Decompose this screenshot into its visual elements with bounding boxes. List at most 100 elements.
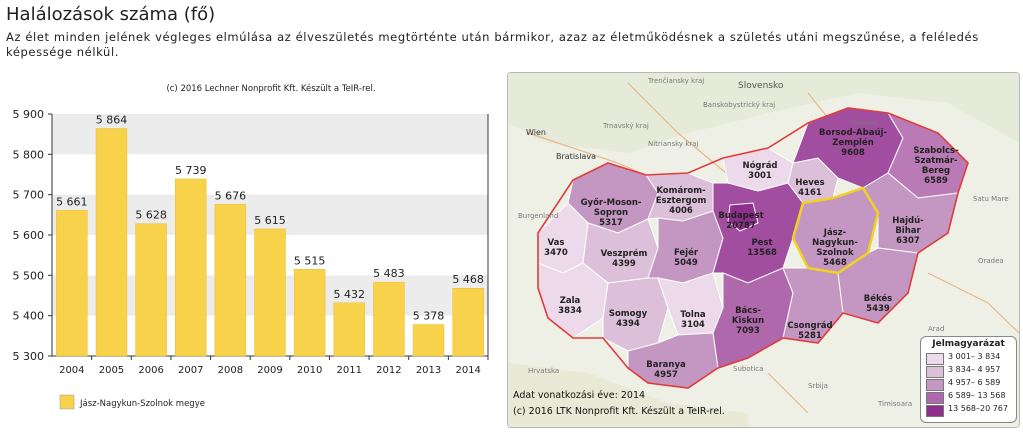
county-label: Somogy 4394 bbox=[609, 309, 648, 329]
x-tick-label: 2013 bbox=[416, 365, 441, 376]
map-data-year: Adat vonatkozási éve: 2014 bbox=[513, 390, 646, 401]
chart-legend[interactable]: Jász-Nagykun-Szolnok megye bbox=[59, 394, 205, 410]
county-label: Pest 13568 bbox=[747, 238, 777, 258]
map-credit: (c) 2016 LTK Nonprofit Kft. Készült a Te… bbox=[513, 406, 725, 417]
page-description: Az élet minden jelének végleges elmúlása… bbox=[6, 30, 979, 59]
map-legend-label: 4 957– 6 589 bbox=[948, 378, 1001, 387]
bar-value-label: 5 468 bbox=[452, 273, 484, 286]
x-tick-label: 2011 bbox=[337, 365, 362, 376]
x-tick-label: 2007 bbox=[178, 365, 203, 376]
bar[interactable] bbox=[412, 324, 445, 357]
county-label: Jász-Nagykun-Szolnok 5468 bbox=[812, 228, 858, 268]
bar[interactable] bbox=[373, 281, 405, 357]
place-label: Miskolc bbox=[853, 119, 879, 127]
legend-label: Jász-Nagykun-Szolnok megye bbox=[79, 399, 205, 409]
map-svg[interactable]: Slovensko Wien Bratislava Banskobystrick… bbox=[508, 73, 1019, 427]
county-label: Csongrád 5281 bbox=[787, 321, 832, 341]
bar[interactable] bbox=[135, 223, 167, 357]
bar[interactable] bbox=[293, 269, 326, 357]
x-tick-label: 2008 bbox=[218, 365, 243, 376]
county-label: Fejér 5049 bbox=[674, 247, 699, 268]
county-label: Békés 5439 bbox=[864, 293, 893, 314]
map-panel[interactable]: Slovensko Wien Bratislava Banskobystrick… bbox=[507, 72, 1020, 428]
y-tick-label: 5 900 bbox=[13, 108, 45, 121]
y-tick-label: 5 600 bbox=[13, 229, 45, 242]
map-legend-title: Jelmagyarázat bbox=[932, 339, 1005, 349]
place-label: Trenčiansky kraj bbox=[647, 77, 704, 85]
place-label: Timisoara bbox=[877, 400, 912, 408]
x-tick-label: 2004 bbox=[59, 365, 84, 376]
bar-value-label: 5 432 bbox=[334, 288, 366, 301]
county-label: Baranya 4957 bbox=[646, 360, 686, 380]
county-label: Budapest 20787 bbox=[718, 211, 763, 231]
bar-chart-svg: 5 300 5 400 5 500 5 600 5 700 5 800 5 900 5 66… bbox=[13, 83, 489, 410]
x-tick-label: 2006 bbox=[138, 365, 163, 376]
bar-value-label: 5 739 bbox=[175, 164, 207, 177]
bar[interactable] bbox=[95, 128, 128, 357]
county-label: Vas 3470 bbox=[544, 238, 568, 258]
slovakia-area bbox=[508, 73, 1019, 153]
y-tick-label: 5 500 bbox=[13, 269, 45, 282]
y-tick-label: 5 700 bbox=[13, 189, 45, 202]
map-legend-label: 3 834– 4 957 bbox=[948, 365, 1001, 374]
bar-value-label: 5 515 bbox=[294, 254, 326, 267]
bar-value-label: 5 483 bbox=[373, 267, 405, 280]
x-tick-label: 2012 bbox=[376, 365, 401, 376]
place-label: Srbija bbox=[808, 382, 828, 390]
place-label: Bratislava bbox=[556, 152, 596, 161]
x-tick-label: 2005 bbox=[99, 365, 124, 376]
bar-value-label: 5 628 bbox=[135, 209, 167, 222]
map-legend-swatch bbox=[926, 392, 944, 404]
bar[interactable] bbox=[452, 287, 484, 357]
place-label: Banskobystrický kraj bbox=[703, 101, 775, 109]
place-label: Trnavský kraj bbox=[602, 122, 649, 130]
county-label: Tolna 3104 bbox=[680, 310, 705, 330]
map-legend-swatch bbox=[926, 405, 944, 417]
county-label: Bács-Kiskun 7093 bbox=[732, 306, 764, 336]
y-tick-label: 5 800 bbox=[13, 148, 45, 161]
map-legend-swatch bbox=[926, 379, 944, 391]
x-tick-label: 2014 bbox=[455, 365, 480, 376]
county-label: Veszprém 4399 bbox=[601, 248, 648, 269]
map-legend-label: 6 589– 13 568 bbox=[948, 391, 1006, 400]
bar[interactable] bbox=[333, 302, 365, 357]
bar[interactable] bbox=[56, 210, 88, 357]
hungary-border bbox=[537, 107, 969, 389]
place-label: Satu Mare bbox=[973, 195, 1009, 203]
county-label: Komárom-Esztergom 4006 bbox=[656, 186, 707, 216]
county-label: Borsod-Abaúj-Zemplén 9608 bbox=[819, 128, 887, 158]
place-label: Wien bbox=[526, 128, 546, 137]
x-tick-label: 2010 bbox=[297, 365, 322, 376]
place-label: Oradea bbox=[978, 257, 1004, 265]
county-label: Zala 3834 bbox=[558, 296, 582, 316]
map-legend-label: 3 001– 3 834 bbox=[948, 352, 1001, 361]
place-label: Slovensko bbox=[738, 81, 784, 91]
legend-swatch bbox=[59, 394, 75, 410]
bar-value-label: 5 676 bbox=[215, 189, 247, 202]
map-legend-swatch bbox=[926, 366, 944, 378]
y-tick-label: 5 400 bbox=[13, 310, 45, 323]
place-label: Burgenland bbox=[518, 212, 558, 220]
bar-value-label: 5 378 bbox=[413, 310, 445, 323]
bar-value-label: 5 661 bbox=[56, 195, 88, 208]
bar[interactable] bbox=[175, 178, 207, 357]
county-fejer[interactable] bbox=[647, 210, 724, 284]
x-tick-label: 2009 bbox=[257, 365, 282, 376]
county-label: Heves 4161 bbox=[795, 178, 824, 198]
y-tick-label: 5 300 bbox=[13, 350, 45, 363]
map-legend-swatch bbox=[926, 353, 944, 365]
county-budapest[interactable] bbox=[727, 202, 759, 232]
bar-chart: 5 300 5 400 5 500 5 600 5 700 5 800 5 900 5 66… bbox=[0, 78, 500, 432]
place-label: Hrvatska bbox=[528, 367, 559, 375]
place-label: Arad bbox=[928, 325, 944, 333]
place-labels: Slovensko Wien Bratislava Banskobystrick… bbox=[518, 77, 1009, 408]
county-label: Nógrád 3001 bbox=[742, 160, 777, 181]
bar-value-label: 5 615 bbox=[254, 214, 286, 227]
croatia-area bbox=[508, 363, 748, 427]
map-legend: Jelmagyarázat 3 001– 3 834 3 834– 4 957 … bbox=[920, 336, 1017, 423]
selected-county-outline bbox=[791, 186, 880, 275]
county-label: Szabolcs-Szatmár-Bereg 6589 bbox=[913, 146, 959, 186]
bar[interactable] bbox=[254, 228, 286, 357]
bar[interactable] bbox=[214, 204, 247, 357]
bar-value-label: 5 864 bbox=[96, 114, 128, 127]
